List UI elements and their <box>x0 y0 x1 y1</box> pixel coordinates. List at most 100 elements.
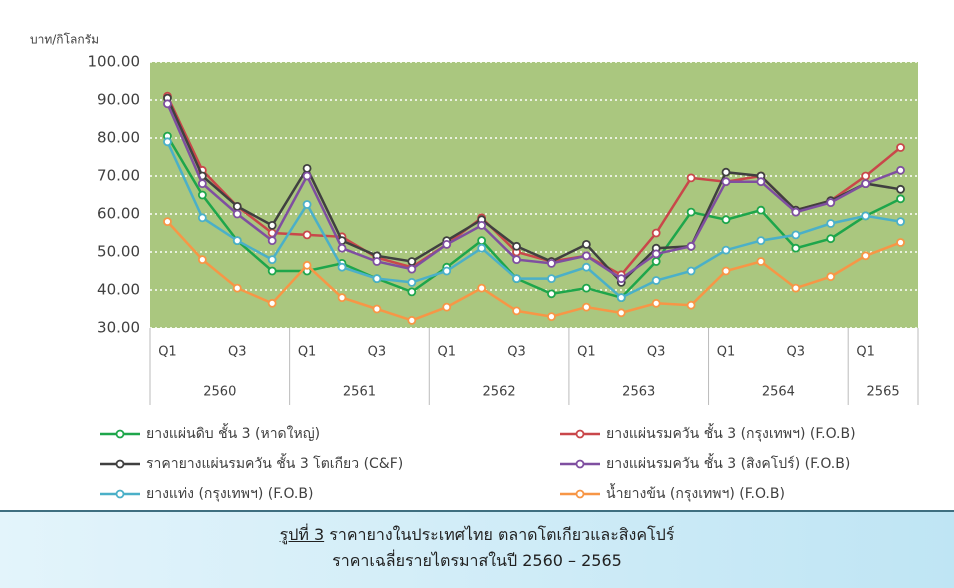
year-label: 2564 <box>762 385 795 400</box>
point <box>407 277 417 287</box>
point <box>372 274 382 284</box>
legend-label: ยางแท่ง (กรุงเทพฯ) (F.O.B) <box>146 486 313 502</box>
x-tick-label: Q3 <box>647 345 666 360</box>
y-tick-label: 70.00 <box>97 167 140 185</box>
point <box>547 312 556 322</box>
point <box>791 283 801 293</box>
point <box>686 207 696 217</box>
x-tick-label: Q1 <box>717 345 736 360</box>
point <box>477 283 487 293</box>
point <box>302 200 312 209</box>
point <box>163 217 172 227</box>
point <box>756 205 766 215</box>
y-tick-label: 80.00 <box>97 129 140 147</box>
y-tick-label: 90.00 <box>97 91 140 109</box>
point <box>512 255 521 265</box>
point <box>232 283 242 293</box>
point <box>407 315 417 325</box>
chart: บาท/กิโลกรัม 30.00 40.00 50.00 60.00 70.00 80… <box>30 33 919 502</box>
point <box>302 230 312 240</box>
y-tick-label: 60.00 <box>97 205 140 223</box>
point <box>477 220 487 230</box>
point <box>581 239 591 249</box>
y-tick-label: 50.00 <box>97 243 140 261</box>
point <box>581 283 591 293</box>
point <box>512 274 521 284</box>
point <box>651 276 661 285</box>
point <box>756 236 766 246</box>
legend-marker <box>115 489 125 499</box>
point <box>756 177 766 187</box>
point <box>232 201 242 211</box>
point <box>547 289 556 299</box>
point <box>791 207 801 217</box>
point <box>267 266 277 276</box>
point <box>861 171 871 181</box>
series-line <box>166 141 901 300</box>
point <box>896 184 905 194</box>
point <box>896 238 905 247</box>
point <box>651 298 661 308</box>
point <box>686 173 696 183</box>
point <box>581 262 591 272</box>
point <box>721 266 731 276</box>
point <box>442 239 452 249</box>
point <box>791 243 801 253</box>
point <box>686 300 696 310</box>
point <box>267 298 277 308</box>
point <box>581 302 591 312</box>
point <box>442 302 452 312</box>
point <box>826 234 836 244</box>
point <box>616 308 626 318</box>
y-tick-label: 40.00 <box>97 281 140 299</box>
x-tick-label: Q1 <box>298 345 317 360</box>
x-tick-label: Q1 <box>577 345 596 360</box>
caption-line: ราคาเฉลี่ยรายไตรมาสในปี 2560 – 2565 <box>332 551 622 570</box>
point <box>197 213 207 223</box>
point <box>372 304 382 314</box>
point <box>337 293 347 303</box>
series-line <box>166 135 902 300</box>
legend-label: ยางแผ่นดิบ ชั้น 3 (หาดใหญ่) <box>146 423 320 442</box>
series-line <box>166 220 901 322</box>
year-label: 2565 <box>867 385 900 400</box>
point <box>896 194 905 204</box>
point <box>791 230 801 240</box>
point <box>302 171 312 181</box>
point <box>337 243 347 253</box>
point <box>826 198 836 208</box>
year-label: 2560 <box>203 385 236 400</box>
legend-marker <box>575 429 585 439</box>
series-line <box>166 97 901 285</box>
point <box>826 272 836 282</box>
point <box>896 217 905 227</box>
point <box>861 211 871 221</box>
point <box>232 209 242 219</box>
x-tick-label: Q3 <box>507 345 526 360</box>
point <box>861 251 871 261</box>
point <box>442 266 452 276</box>
x-tick-label: Q3 <box>787 345 806 360</box>
y-tick-label: 100.00 <box>88 53 141 71</box>
point <box>372 257 382 266</box>
plot-area <box>150 62 918 328</box>
point <box>721 177 731 187</box>
caption-text: ราคายางในประเทศไทย ตลาดโตเกียวและสิงคโปร… <box>324 525 675 544</box>
legend-label: ยางแผ่นรมควัน ชั้น 3 (สิงคโปร์) (F.O.B) <box>606 453 850 472</box>
caption-line: รูปที่ 3 ราคายางในประเทศไทย ตลาดโตเกียวแ… <box>0 522 954 548</box>
point <box>581 251 591 261</box>
point <box>163 137 172 147</box>
legend-label: น้ำยางข้น (กรุงเทพฯ) (F.O.B) <box>606 483 785 502</box>
point <box>337 262 347 272</box>
x-tick-label: Q3 <box>368 345 387 360</box>
series-line <box>166 103 901 281</box>
point <box>512 241 521 251</box>
point <box>616 293 626 303</box>
point <box>826 219 836 228</box>
point <box>267 255 277 265</box>
year-label: 2561 <box>343 385 376 400</box>
point <box>197 190 207 200</box>
point <box>197 179 207 189</box>
point <box>861 179 871 189</box>
point <box>651 249 661 259</box>
